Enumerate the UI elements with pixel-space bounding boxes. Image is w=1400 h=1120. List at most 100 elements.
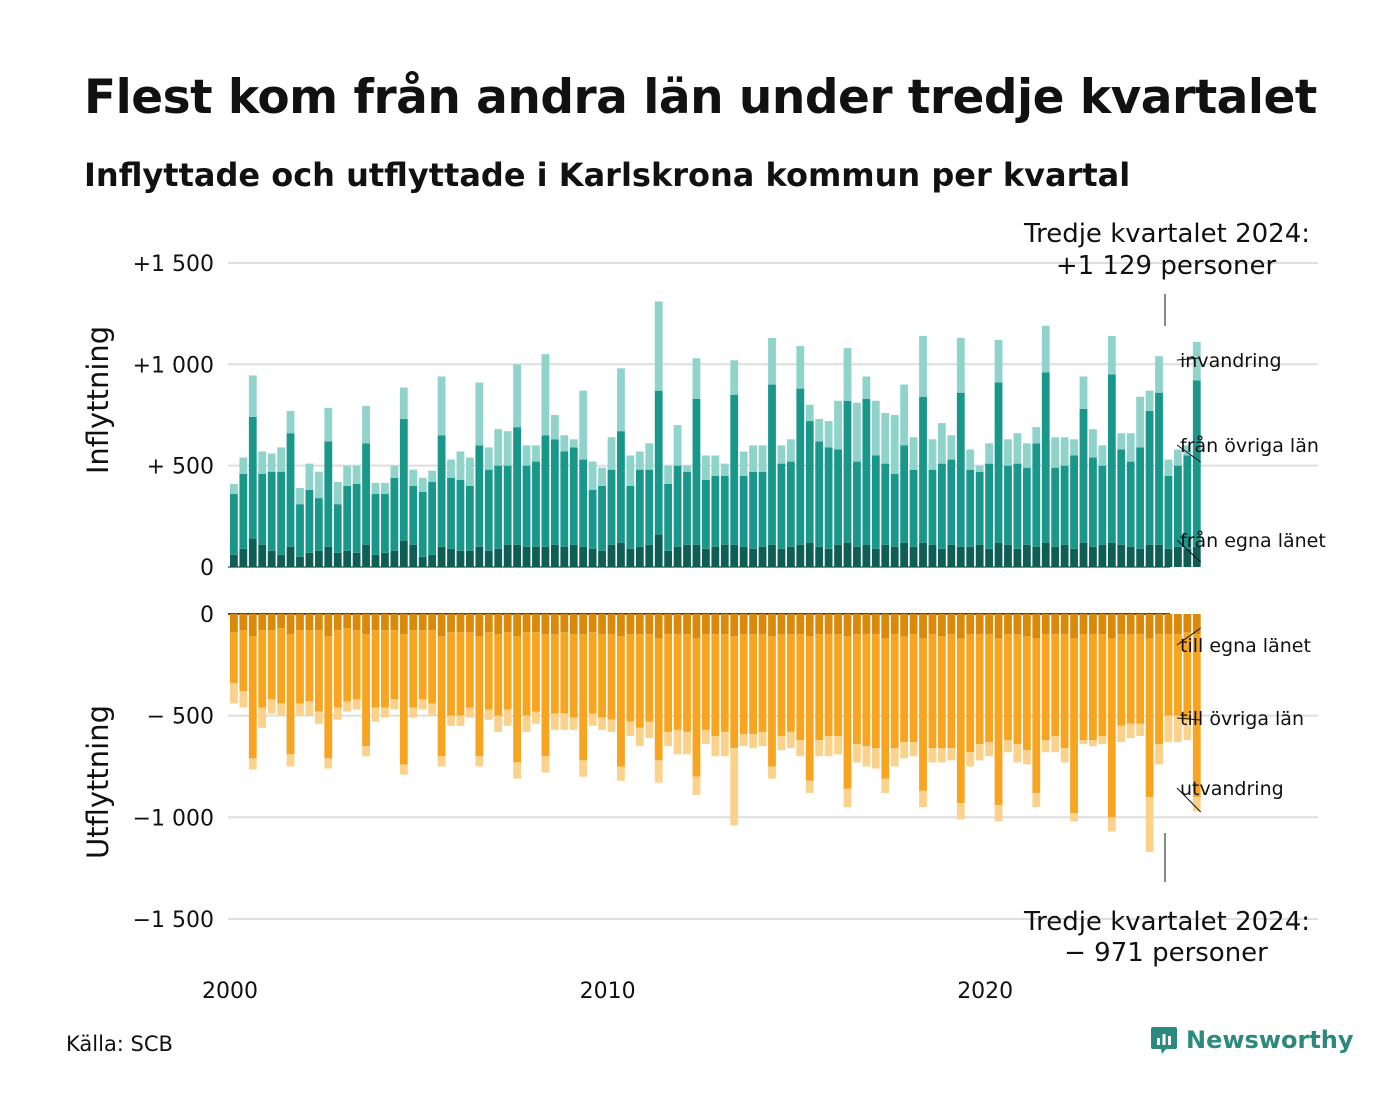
bar-out_utvandring-2016-Q4 [862,746,871,767]
bar-out_egna-2000-Q3 [248,614,257,637]
bar-in_egna-2004-Q1 [381,552,389,567]
bar-in_egna-2008-Q2 [541,546,550,567]
bar-out_utvandring-2007-Q2 [503,709,512,726]
series-label-in: från övriga län [1180,434,1319,457]
series-leader [1176,627,1201,646]
bar-in_ovriga-2015-Q1 [796,388,805,545]
bar-in_invandring-2005-Q2 [428,470,437,482]
bar-in_ovriga-2008-Q3 [550,439,559,545]
bar-out_ovriga-2000-Q1 [230,632,238,684]
annotation-in-line1: Tredje kvartalet 2024: [1023,219,1310,249]
bar-out_ovriga-2017-Q1 [871,634,880,749]
bar-in_invandring-2011-Q3 [664,465,673,484]
bar-in_invandring-2025-Q2 [1183,445,1192,456]
bar-out_utvandring-2015-Q1 [796,740,805,757]
bar-out_utvandring-2002-Q4 [333,707,342,720]
bar-out_utvandring-2010-Q3 [626,721,635,736]
bar-in_ovriga-2019-Q4 [975,471,984,545]
bar-out_egna-2025-Q2 [1183,614,1192,633]
bar-out_egna-2016-Q4 [862,614,871,635]
bar-out_ovriga-2024-Q3 [1155,634,1163,745]
bar-out_utvandring-2025-Q3 [1192,796,1201,812]
bar-in_invandring-2016-Q2 [843,348,852,401]
bar-out_ovriga-2024-Q4 [1164,634,1173,716]
bar-in_invandring-2009-Q4 [598,467,606,486]
bar-in_ovriga-2025-Q2 [1183,455,1192,549]
bar-in_ovriga-2017-Q2 [881,463,890,545]
bar-out_egna-2024-Q1 [1136,614,1145,635]
bar-in_ovriga-2013-Q2 [730,394,739,545]
bar-out_ovriga-2010-Q3 [626,634,635,722]
bar-in_ovriga-2009-Q3 [588,489,597,549]
bar-out_egna-2007-Q4 [522,614,531,633]
bar-in_ovriga-2010-Q1 [607,469,616,545]
bar-out_ovriga-2001-Q3 [286,634,295,755]
bar-in_ovriga-2013-Q3 [739,475,748,547]
bar-out_ovriga-2016-Q4 [862,634,871,747]
bar-out_utvandring-2005-Q3 [437,756,446,767]
bar-out_utvandring-2004-Q3 [399,764,408,775]
bar-out_ovriga-2006-Q4 [484,632,493,710]
bar-out_egna-2017-Q3 [890,614,899,635]
bar-out_ovriga-2008-Q2 [541,634,550,757]
bar-in_ovriga-2021-Q4 [1051,467,1060,547]
bar-out_utvandring-2020-Q3 [1004,740,1012,753]
bar-out_ovriga-2019-Q4 [975,634,984,745]
bar-out_ovriga-2020-Q2 [994,638,1003,806]
bar-out_egna-2017-Q4 [900,614,909,637]
bar-out_egna-2008-Q3 [550,614,559,635]
bar-out_ovriga-2020-Q3 [1004,634,1012,741]
bar-in_invandring-2003-Q1 [343,465,352,486]
bar-in_ovriga-2012-Q3 [702,479,710,549]
bar-out_ovriga-2004-Q1 [381,630,389,708]
bar-out_ovriga-2002-Q1 [305,630,314,702]
bar-out_utvandring-2007-Q4 [522,715,531,732]
bar-out_egna-2017-Q2 [881,614,890,639]
bar-out_utvandring-2004-Q2 [390,699,399,710]
bar-in_egna-2023-Q4 [1126,546,1135,567]
bar-in_invandring-2017-Q4 [900,384,909,446]
bar-in_ovriga-2007-Q3 [513,427,521,545]
bar-in_invandring-2019-Q1 [947,435,956,460]
bar-in_ovriga-2018-Q1 [909,469,918,547]
bar-out_egna-2014-Q1 [758,614,767,635]
bar-out_egna-2006-Q2 [466,614,474,633]
bar-in_ovriga-2018-Q3 [928,469,937,545]
bar-in_egna-2021-Q1 [1022,544,1031,567]
bar-in_ovriga-2023-Q4 [1126,461,1135,547]
bar-out_utvandring-2019-Q2 [956,803,965,820]
bar-out_utvandring-2024-Q4 [1164,715,1173,743]
bar-in_egna-2020-Q3 [1004,544,1012,567]
bar-in_egna-2010-Q4 [635,546,644,567]
bar-out_utvandring-2017-Q3 [890,748,899,767]
bar-in_ovriga-2019-Q3 [966,469,975,547]
bar-out_utvandring-2022-Q4 [1089,740,1097,747]
bar-out_ovriga-2024-Q1 [1136,634,1145,724]
bar-out_ovriga-2003-Q2 [352,630,361,700]
bar-out_ovriga-2010-Q1 [607,634,616,720]
bar-out_egna-2003-Q2 [352,614,361,631]
bar-in_egna-2001-Q3 [286,546,295,567]
bar-out_egna-2002-Q3 [324,614,333,637]
bar-out_ovriga-2016-Q2 [843,636,852,789]
bar-out_utvandring-2012-Q2 [692,776,701,795]
bar-out_utvandring-2023-Q3 [1117,725,1126,743]
bar-out_utvandring-2006-Q1 [456,715,465,726]
bar-out_egna-2025-Q1 [1174,614,1182,635]
bar-in_invandring-2002-Q2 [314,471,323,499]
bar-in_egna-2005-Q1 [418,556,427,567]
bar-out_utvandring-2017-Q4 [900,742,909,759]
bar-in_invandring-2008-Q2 [541,354,550,436]
bar-in_egna-2004-Q2 [390,550,399,567]
bar-in_invandring-2015-Q1 [796,346,805,389]
series-leader [1176,717,1201,721]
bar-out_utvandring-2002-Q1 [305,701,314,716]
bar-in_invandring-2021-Q4 [1051,437,1060,468]
bar-out_egna-2012-Q1 [683,614,691,635]
bar-in_egna-2007-Q1 [494,548,503,567]
bar-in_invandring-2000-Q1 [230,483,238,495]
bar-in_egna-2000-Q2 [239,548,248,567]
bar-out_ovriga-2011-Q4 [673,634,682,730]
bar-out_ovriga-2000-Q2 [239,630,248,692]
bar-out_egna-2008-Q2 [541,614,550,635]
